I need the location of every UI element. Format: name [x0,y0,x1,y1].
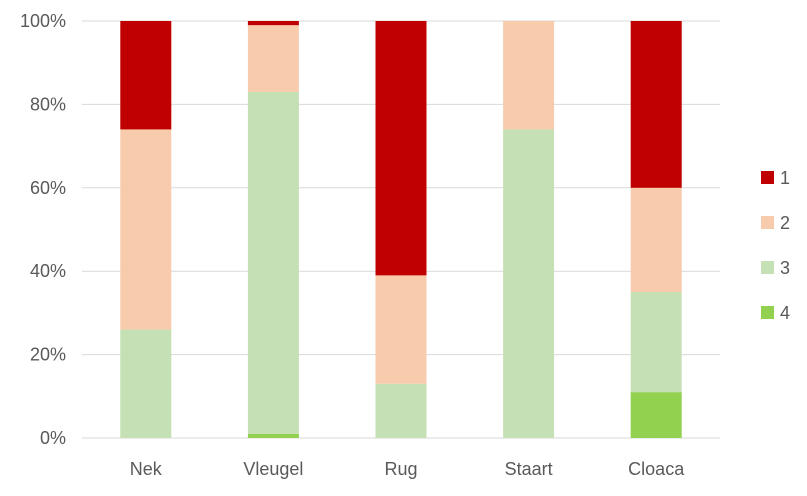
bar-segment-nek-1 [120,21,172,130]
legend-swatch [761,306,774,319]
y-axis-ticks: 0% 20% 40% 60% 80% 100% [20,11,66,448]
bar-segment-staart-3 [503,129,555,439]
legend-swatch [761,216,774,229]
y-tick-label: 20% [30,345,66,365]
bar-segment-nek-3 [120,329,172,438]
bar-segment-staart-2 [503,21,555,130]
bar-segment-vleugel-3 [247,91,299,434]
bar-segment-rug-2 [375,275,427,384]
legend-label: 1 [780,168,790,188]
bar-segment-cloaca-4 [630,392,682,438]
bar-segment-cloaca-2 [630,187,682,293]
legend: 1 2 3 4 [761,168,790,323]
bars [120,21,682,439]
y-tick-label: 60% [30,178,66,198]
x-tick-label: Vleugel [243,459,303,479]
bar-segment-nek-2 [120,129,172,330]
x-tick-label: Rug [384,459,417,479]
y-tick-label: 40% [30,261,66,281]
y-tick-label: 100% [20,11,66,31]
x-tick-label: Nek [130,459,163,479]
legend-swatch [761,171,774,184]
bar-segment-rug-3 [375,383,427,438]
x-tick-label: Staart [505,459,553,479]
y-tick-label: 80% [30,94,66,114]
bar-segment-vleugel-2 [247,25,299,92]
bar-segment-cloaca-3 [630,292,682,393]
legend-label: 2 [780,213,790,233]
legend-label: 3 [780,258,790,278]
bar-segment-vleugel-1 [247,21,299,26]
bar-segment-cloaca-1 [630,21,682,188]
y-tick-label: 0% [40,428,66,448]
bar-segment-vleugel-4 [247,433,299,438]
x-axis-ticks: Nek Vleugel Rug Staart Cloaca [130,459,685,479]
bar-segment-rug-1 [375,21,427,276]
legend-swatch [761,261,774,274]
legend-label: 4 [780,303,790,323]
x-tick-label: Cloaca [628,459,685,479]
